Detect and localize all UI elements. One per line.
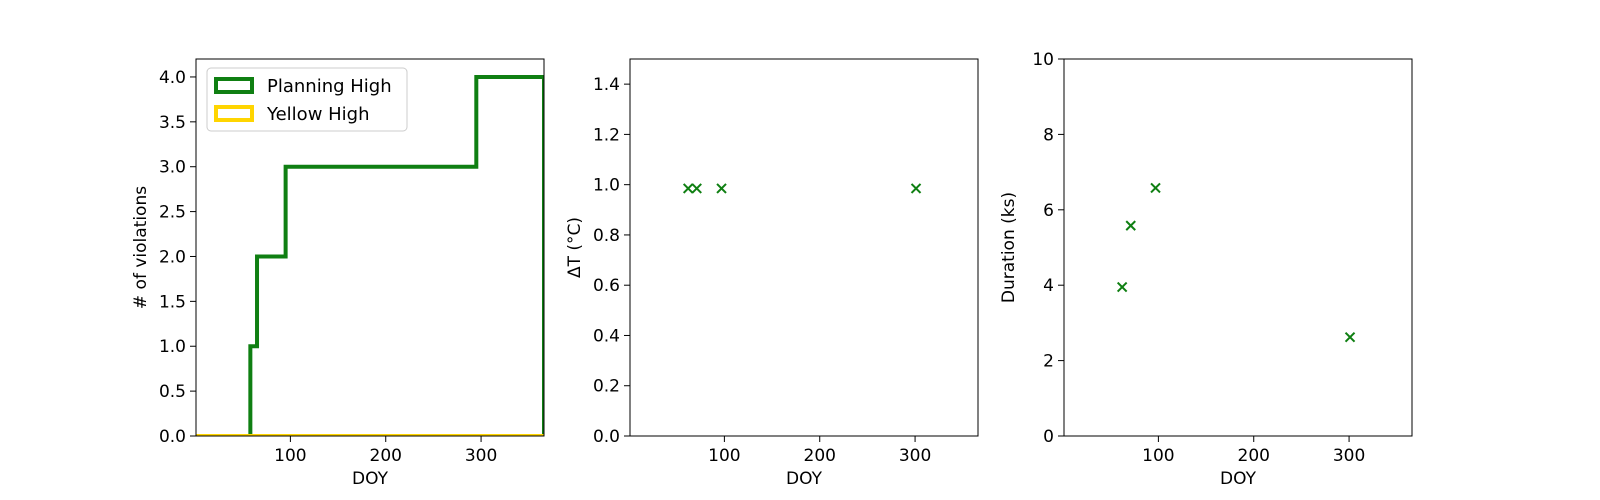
- series-line-planning-high: [248, 74, 544, 436]
- y-tick-label: 2.5: [159, 203, 186, 223]
- axes-frame: [195, 58, 545, 437]
- y-tick-label: 0.0: [159, 427, 186, 447]
- y-axis-label: Duration (ks): [999, 192, 1019, 303]
- y-tick-label: 2.0: [159, 247, 186, 267]
- chart-panel-2: 100 200 300 0.0 0.2 0.4 0.6 0.8 1.0 1.2 1.4 DOY ΔT (…: [565, 58, 979, 489]
- y-tick-label: 0.5: [159, 382, 186, 402]
- data-point: [691, 183, 702, 194]
- x-tick-label: 300: [465, 446, 497, 466]
- legend-item-yellow-high: Yellow High: [214, 104, 370, 125]
- y-axis-label: # of violations: [131, 186, 151, 309]
- data-point: [1125, 220, 1136, 231]
- plot-area: [196, 74, 544, 436]
- chart-panel-1: 100 200 300 0.0 0.5 1.0 1.5 2.0 2.5 3.0 3.5 4.0 DOY #…: [131, 58, 545, 489]
- y-tick-label: 0.6: [593, 276, 620, 296]
- axes-frame: [629, 58, 979, 437]
- y-axis-label: ΔT (°C): [565, 217, 585, 278]
- y-tick-label: 1.0: [159, 337, 186, 357]
- x-tick-label: 300: [899, 446, 931, 466]
- y-tick-label: 0.2: [593, 377, 620, 397]
- y-tick-label: 8: [1043, 125, 1054, 145]
- data-point: [716, 183, 727, 194]
- y-tick-label: 1.4: [593, 75, 620, 95]
- x-axis-label: DOY: [786, 469, 823, 489]
- x-tick-label: 100: [708, 446, 740, 466]
- y-tick-label: 1.2: [593, 125, 620, 145]
- data-point: [682, 183, 694, 194]
- y-tick-label: 10: [1032, 50, 1054, 70]
- y-tick-label: 4.0: [159, 68, 186, 88]
- plot-area: [682, 183, 922, 194]
- y-tick-label: 1.5: [159, 292, 186, 312]
- chart-panel-3: 100 200 300 0 2 4 6 8 10 DOY Duration (ks): [999, 50, 1413, 489]
- y-tick-label: 6: [1043, 201, 1054, 221]
- legend: Planning High Yellow High: [206, 67, 408, 132]
- x-tick-label: 100: [274, 446, 306, 466]
- legend-label: Planning High: [267, 76, 392, 97]
- legend-item-planning-high: Planning High: [214, 76, 392, 97]
- y-tick-label: 0.4: [593, 326, 620, 346]
- y-tick-label: 0: [1043, 427, 1054, 447]
- x-tick-label: 200: [804, 446, 836, 466]
- data-point: [1150, 182, 1161, 194]
- y-tick-label: 1.0: [593, 176, 620, 196]
- y-tick-label: 3.0: [159, 158, 186, 178]
- x-tick-label: 200: [1238, 446, 1270, 466]
- x-tick-label: 300: [1333, 446, 1365, 466]
- y-tick-label: 0.0: [593, 427, 620, 447]
- data-point: [1116, 281, 1128, 293]
- plot-area: [1116, 182, 1356, 343]
- legend-swatch: [214, 105, 254, 122]
- y-tick-label: 4: [1043, 276, 1054, 296]
- x-axis-label: DOY: [352, 469, 389, 489]
- x-tick-label: 200: [370, 446, 402, 466]
- data-point: [1344, 332, 1356, 343]
- data-point: [910, 183, 922, 194]
- axes-frame: [1063, 58, 1413, 437]
- x-tick-label: 100: [1142, 446, 1174, 466]
- y-tick-label: 3.5: [159, 113, 186, 133]
- legend-swatch: [214, 77, 254, 94]
- x-axis-label: DOY: [1220, 469, 1257, 489]
- y-tick-label: 0.8: [593, 226, 620, 246]
- legend-label: Yellow High: [266, 104, 370, 125]
- y-tick-label: 2: [1043, 352, 1054, 372]
